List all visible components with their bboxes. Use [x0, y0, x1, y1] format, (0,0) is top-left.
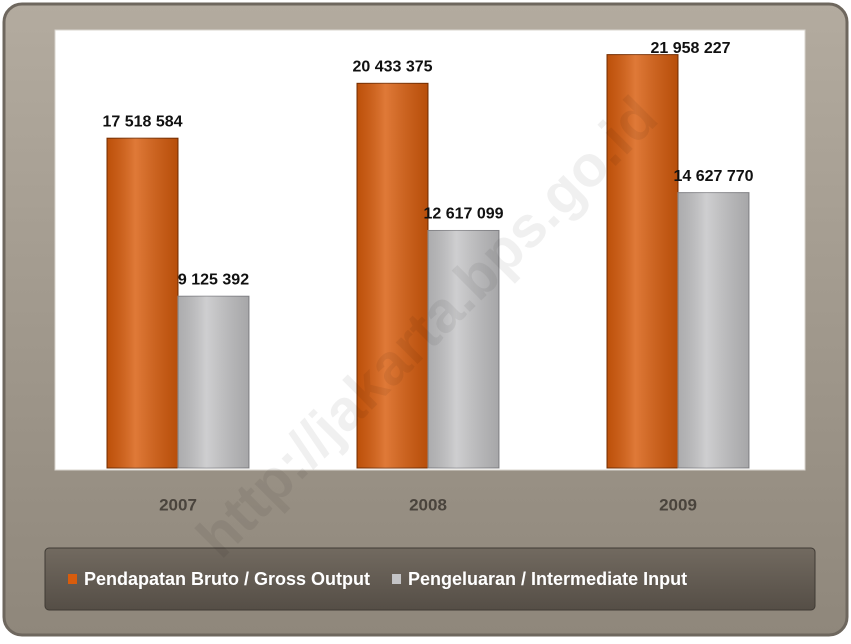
value-label: 20 433 375: [352, 59, 432, 76]
value-label: 17 518 584: [102, 113, 182, 130]
legend-label: Pendapatan Bruto / Gross Output: [84, 569, 370, 589]
legend-label: Pengeluaran / Intermediate Input: [408, 569, 687, 589]
bar-shade: [607, 54, 678, 468]
bar-shade: [178, 296, 249, 468]
legend-box: [44, 547, 816, 611]
x-tick-label: 2009: [659, 495, 697, 514]
value-label: 12 617 099: [423, 206, 503, 223]
legend-swatch: [68, 574, 77, 584]
x-tick-label: 2008: [409, 495, 447, 514]
bar-shade: [357, 83, 428, 468]
x-tick-label: 2007: [159, 495, 197, 514]
value-label: 21 958 227: [650, 40, 730, 57]
bar-shade: [107, 138, 178, 469]
legend-swatch: [392, 574, 402, 584]
bar-shade: [428, 230, 499, 468]
value-label: 14 627 770: [673, 168, 753, 185]
bar-shade: [678, 192, 749, 468]
value-label: 9 125 392: [178, 271, 249, 288]
